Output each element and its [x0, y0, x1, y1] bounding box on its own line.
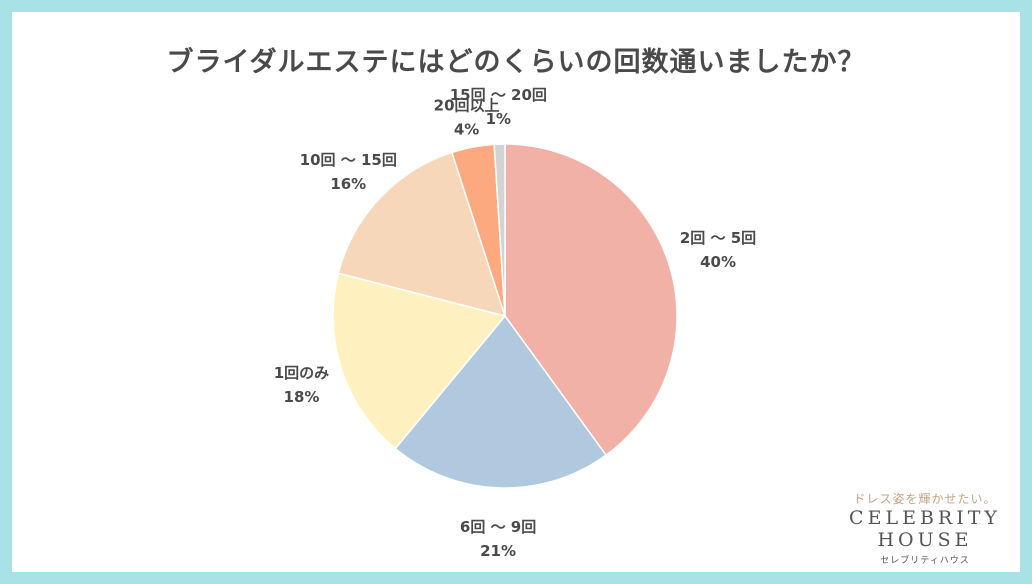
chart-title: ブライダルエステにはどのくらいの回数通いましたか？	[166, 47, 866, 78]
brand-logo: ドレス姿を輝かせたい。 CELEBRITY HOUSE セレブリティハウス	[840, 490, 1010, 566]
slice-value-label: 1%	[486, 110, 511, 128]
pie-slice	[394, 314, 608, 489]
pie-slice	[504, 143, 678, 457]
slice-value-label: 21%	[480, 542, 516, 560]
slice-category-label: 6回 ～ 9回	[460, 518, 536, 536]
slice-value-label: 4%	[454, 121, 479, 139]
pie-slice	[337, 151, 507, 318]
slice-category-label: 2回 ～ 5回	[680, 229, 756, 247]
slice-category-label: 10回 ～ 15回	[300, 151, 397, 169]
brand-logo-line1: CELEBRITY	[849, 507, 1001, 529]
brand-tagline: ドレス姿を輝かせたい。	[853, 492, 997, 506]
pie-labels: 2回 ～ 5回 40% 6回 ～ 9回 21% 1回のみ 18% 10回 ～ 15回 16% 2…	[274, 86, 756, 560]
slice-category-label: 1回のみ	[274, 364, 329, 382]
slice-category-label: 15回 ～ 20回	[450, 86, 547, 104]
pie-slice	[332, 272, 507, 450]
slice-value-label: 16%	[330, 175, 366, 193]
pie-slice	[493, 143, 506, 317]
pie-slices	[332, 143, 678, 489]
slice-value-label: 18%	[284, 388, 320, 406]
slice-category-label: 20回以上	[434, 97, 500, 115]
brand-logo-line2: HOUSE	[877, 529, 973, 551]
slice-value-label: 40%	[700, 253, 736, 271]
brand-logo-kana: セレブリティハウス	[880, 556, 970, 566]
